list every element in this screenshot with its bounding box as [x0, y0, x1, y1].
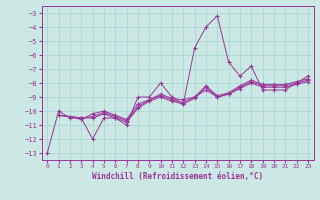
X-axis label: Windchill (Refroidissement éolien,°C): Windchill (Refroidissement éolien,°C) — [92, 172, 263, 181]
